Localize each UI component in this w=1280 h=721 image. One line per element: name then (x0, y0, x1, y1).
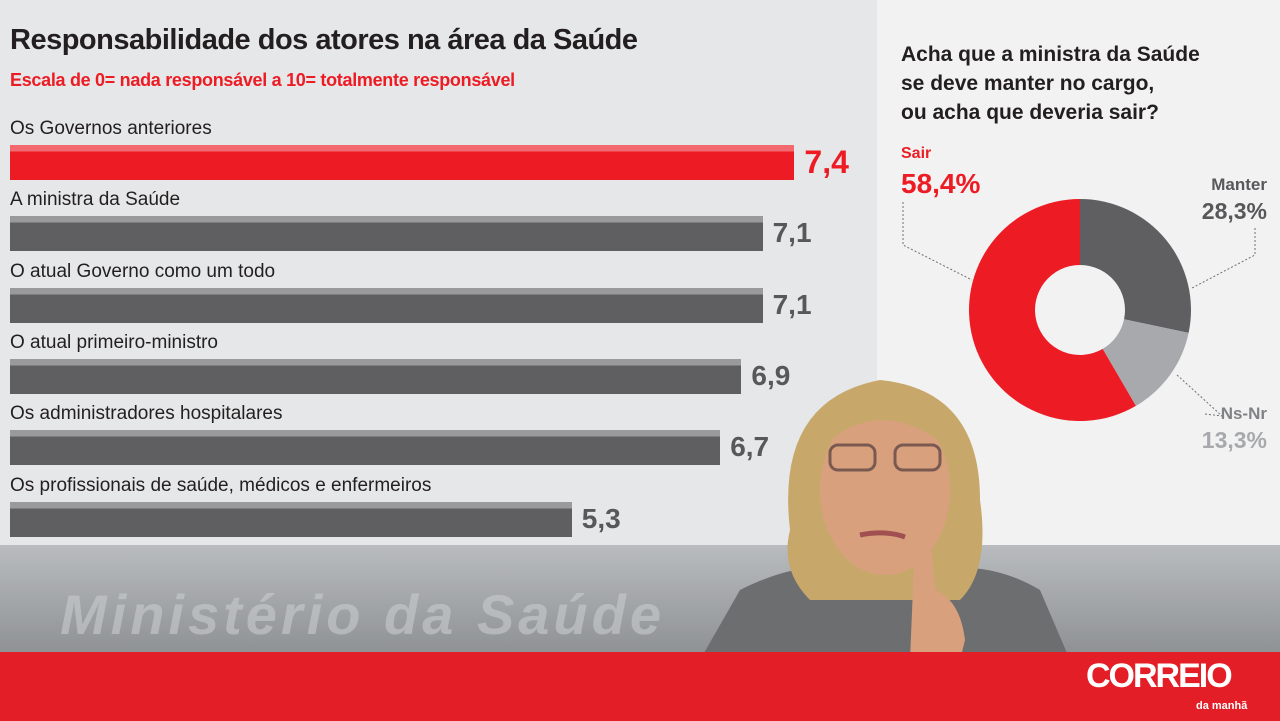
title-line: Acha que a ministra da Saúde (901, 43, 1200, 66)
bar-chart-subtitle: Escala de 0= nada responsável a 10= tota… (10, 70, 515, 90)
donut-slice-nsnr (1102, 319, 1189, 406)
bar-label: O atual Governo como um todo (10, 260, 276, 282)
label-nsnr: Ns-Nr (1220, 404, 1267, 423)
label-sair: Sair (901, 145, 932, 162)
bar-value-label: 7,1 (772, 217, 812, 249)
bar-value-label: 7,1 (772, 288, 812, 320)
donut-chart-title: Acha que a ministra da Saúde se deve man… (901, 40, 1200, 127)
background-photo (0, 545, 1280, 655)
value-manter: 28,3% (1201, 198, 1267, 224)
bar (10, 358, 742, 394)
logo-subtitle: da manhã (1196, 700, 1248, 712)
donut-slice-sair (969, 199, 1136, 422)
value-nsnr: 13,3% (1201, 427, 1267, 453)
donut-chart (902, 199, 1256, 422)
bar-chart-title: Responsabilidade dos atores na área da S… (10, 24, 638, 56)
leader-line (1176, 374, 1224, 417)
bar-value-label: 5,3 (581, 502, 621, 534)
bar-label: A ministra da Saúde (10, 189, 181, 211)
bar-value-label: 6,9 (751, 359, 791, 391)
bar (10, 287, 763, 323)
title-line: se deve manter no cargo, (901, 72, 1155, 95)
bar-value-label: 6,7 (730, 431, 770, 463)
bar-chart-panel (0, 0, 877, 560)
title-line: ou acha que deveria sair? (901, 101, 1159, 124)
brand-band (0, 652, 1280, 721)
minister-photo (700, 380, 1070, 660)
leader-line (1191, 228, 1256, 289)
bar (10, 145, 795, 180)
bar (10, 501, 572, 537)
label-manter: Manter (1211, 175, 1267, 194)
bar-label: O atual primeiro-ministro (10, 331, 218, 353)
bar-value-label: 7,4 (804, 144, 849, 180)
bar (10, 430, 721, 466)
leader-line (902, 202, 973, 281)
value-sair: 58,4% (901, 168, 981, 199)
building-sign-text: Ministério da Saúde (60, 583, 665, 646)
bar-label: Os Governos anteriores (10, 118, 212, 139)
bar-label: Os profissionais de saúde, médicos e enf… (10, 474, 432, 496)
bar (10, 216, 763, 252)
donut-slice-manter (1080, 199, 1191, 333)
correio-da-manha-logo: CORREIO (1086, 657, 1233, 695)
bar-label: Os administradores hospitalares (10, 403, 283, 425)
